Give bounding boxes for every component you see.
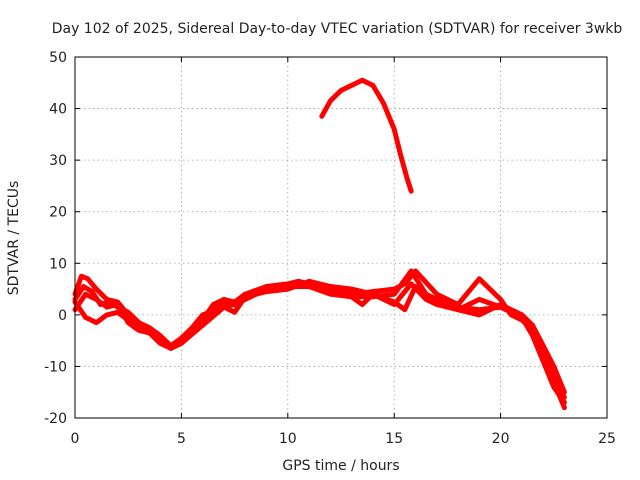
y-tick-label: 0	[58, 308, 67, 324]
y-tick-label: 50	[49, 50, 67, 66]
y-tick-label: 40	[49, 102, 67, 118]
series-line-track-e	[319, 77, 414, 194]
y-tick-label: 20	[49, 205, 67, 221]
series-line-track-d	[72, 281, 567, 405]
grid-lines	[75, 57, 607, 418]
x-tick-label: 15	[385, 431, 403, 447]
y-tick-label: 30	[49, 153, 67, 169]
y-tick-label: -20	[44, 411, 67, 427]
x-tick-label: 25	[598, 431, 616, 447]
y-axis-label: SDTVAR / TECUs	[6, 181, 22, 296]
x-axis-label: GPS time / hours	[282, 458, 399, 474]
x-tick-label: 10	[279, 431, 297, 447]
x-tick-label: 5	[177, 431, 186, 447]
series-layer	[72, 77, 567, 411]
chart-title: Day 102 of 2025, Sidereal Day-to-day VTE…	[52, 21, 623, 37]
x-tick-label: 0	[71, 431, 80, 447]
plot-frame	[74, 56, 608, 419]
x-tick-label: 20	[492, 431, 510, 447]
axis-ticks: 0 5 10 15 20 25 -20 -10 0 10 20 30 40 50	[44, 50, 616, 447]
y-tick-label: -10	[44, 359, 67, 375]
y-tick-label: 10	[49, 256, 67, 272]
